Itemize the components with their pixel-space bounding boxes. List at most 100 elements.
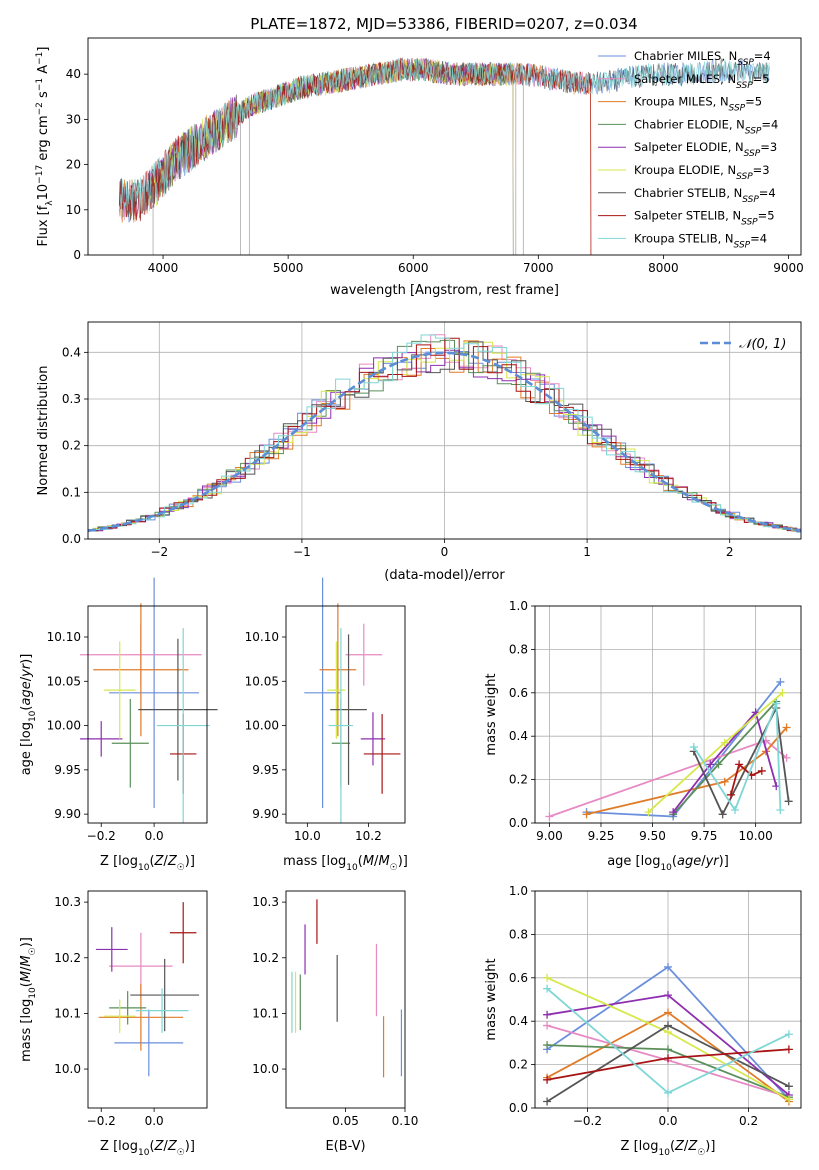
label-part: 10 bbox=[36, 184, 51, 201]
weight-line-kroupa_miles bbox=[586, 726, 788, 816]
panel-mass_vs_EBV: 0.05 0.10 10.0 10.1 10.2 10.3 E(B-V) bbox=[252, 890, 418, 1154]
weight-line-chabrier_miles bbox=[586, 681, 782, 818]
weight-marker bbox=[784, 797, 793, 806]
label-part: SSP bbox=[744, 149, 761, 159]
label-part: =5 bbox=[745, 95, 762, 109]
label-part: Z [log bbox=[621, 1139, 659, 1154]
weight-marker bbox=[757, 766, 766, 775]
figure-title: PLATE=1872, MJD=53386, FIBERID=0207, z=0… bbox=[250, 15, 637, 33]
label-part: Kroupa STELIB, N bbox=[634, 231, 734, 245]
label-part: Kroupa ELODIE, N bbox=[634, 163, 736, 177]
y-tick-label: 1.0 bbox=[509, 884, 528, 898]
label-part: erg cm bbox=[36, 115, 51, 164]
label-part: SSP bbox=[734, 240, 751, 250]
label-part: )] bbox=[185, 1139, 195, 1154]
label-part: −2 bbox=[35, 102, 45, 115]
axes-frame bbox=[87, 605, 208, 824]
weight-marker bbox=[664, 991, 672, 1000]
label-part: ( bbox=[672, 854, 677, 869]
label-part: 10 bbox=[660, 863, 672, 873]
weight-marker bbox=[689, 743, 698, 752]
panel-mass_vs_Z: −0.2 0.010.010.110.210.3Z [log10(Z/Z☉)]ma… bbox=[19, 890, 208, 1158]
panel-age_vs_mass: 10.0 10.2 9.90 9.95 10.00 10.05 10.10 mass [log… bbox=[245, 577, 408, 873]
y-tick-label: 0.0 bbox=[509, 816, 528, 830]
label-part: Z bbox=[674, 1139, 685, 1154]
axes-frame bbox=[87, 321, 802, 540]
y-tick-label: 10.00 bbox=[47, 719, 81, 733]
y-tick-label: 9.90 bbox=[252, 807, 279, 821]
y-axis-label: mass [log10(M/M☉)] bbox=[19, 937, 38, 1062]
weight-marker bbox=[776, 805, 785, 814]
label-part: =5 bbox=[753, 72, 770, 86]
panel-weights_vs_Z: −0.2 0.0 0.20.00.20.40.60.81.0Z [log10(Z/Z… bbox=[484, 884, 802, 1158]
label-part: =4 bbox=[759, 186, 776, 200]
x-tick-label: 9.75 bbox=[691, 829, 718, 843]
weight-marker bbox=[664, 1021, 672, 1030]
label-part: / bbox=[163, 1139, 168, 1154]
label-part: =5 bbox=[758, 209, 775, 223]
legend-label: Salpeter STELIB, NSSP=5 bbox=[634, 209, 775, 228]
histogram-salpeter_stelib bbox=[87, 337, 801, 532]
y-tick-label: 0.8 bbox=[509, 642, 528, 656]
y-tick-label: 10.1 bbox=[252, 1006, 279, 1020]
spectrum-line bbox=[118, 57, 592, 256]
weight-line-chabrier_stelib bbox=[692, 704, 790, 817]
label-part: 10 bbox=[658, 1148, 670, 1158]
legend-label: 𝒩(0, 1) bbox=[739, 337, 786, 352]
label-part: age [log bbox=[607, 854, 660, 869]
label-part: −1 bbox=[35, 52, 45, 65]
x-axis-label: Z [log10(Z/Z☉)] bbox=[621, 1139, 716, 1158]
label-part: mass [log bbox=[283, 854, 346, 869]
weight-marker bbox=[669, 808, 678, 817]
weight-marker bbox=[782, 753, 791, 762]
label-part: SSP bbox=[736, 81, 753, 91]
label-part: SSP bbox=[737, 58, 754, 68]
weight-marker bbox=[644, 808, 653, 817]
label-part: −17 bbox=[35, 165, 45, 184]
label-part: 10 bbox=[346, 863, 358, 873]
label-part: )] bbox=[398, 854, 408, 869]
label-part: E(B-V) bbox=[325, 1139, 365, 1154]
x-axis-label: wavelength [Angstrom, rest frame] bbox=[330, 283, 559, 298]
x-axis-label: Z [log10(Z/Z☉)] bbox=[100, 1139, 195, 1158]
histogram-kroupa_stelib bbox=[88, 334, 801, 532]
x-tick-label: 8000 bbox=[648, 261, 679, 275]
weight-line-kroupa_elodie bbox=[647, 692, 783, 813]
x-tick-label: 10.2 bbox=[355, 829, 382, 843]
label-part: 10 bbox=[28, 987, 38, 999]
weight-marker bbox=[664, 1045, 672, 1054]
label-part: Z bbox=[167, 1139, 178, 1154]
label-part: SSP bbox=[736, 172, 753, 182]
label-part: 10 bbox=[138, 1148, 150, 1158]
y-tick-label: 10.0 bbox=[252, 1062, 279, 1076]
axes-frame bbox=[87, 37, 802, 256]
label-part: SSP bbox=[745, 126, 762, 136]
weight-marker bbox=[543, 1097, 552, 1106]
y-axis-label: age [log10(age/yr)] bbox=[19, 654, 38, 776]
y-tick-label: 10.2 bbox=[54, 951, 81, 965]
weight-marker bbox=[784, 1045, 793, 1054]
label-part: =4 bbox=[754, 49, 771, 63]
weight-marker bbox=[543, 1021, 552, 1030]
label-part: age [log bbox=[19, 722, 34, 775]
panel-weights_vs_age: 9.00 9.25 9.50 9.75 10.00 0.0 0.2 0.4 0.6 0.8 1.0 a… bbox=[484, 599, 802, 873]
label-part: / bbox=[19, 676, 34, 681]
histogram-chabrier_stelib bbox=[88, 341, 801, 532]
label-part: Kroupa MILES, N bbox=[634, 95, 729, 109]
label-part: ☉ bbox=[390, 863, 398, 873]
label-part: Z [log bbox=[100, 1139, 138, 1154]
legend-label: Salpeter MILES, NSSP=5 bbox=[634, 72, 770, 91]
weight-marker bbox=[731, 805, 740, 814]
legend-label: Salpeter ELODIE, NSSP=3 bbox=[634, 140, 777, 159]
y-tick-label: 0.2 bbox=[62, 439, 81, 453]
label-part: Flux [f bbox=[36, 205, 51, 246]
label-part: yr bbox=[19, 662, 34, 678]
x-tick-label: 0.0 bbox=[145, 829, 164, 843]
label-part: −1 bbox=[35, 78, 45, 91]
weight-marker bbox=[582, 810, 591, 819]
label-part: Z bbox=[154, 1139, 165, 1154]
x-tick-label: 9.50 bbox=[639, 829, 666, 843]
label-part: / bbox=[701, 854, 706, 869]
label-part: ( bbox=[358, 854, 363, 869]
weight-marker bbox=[772, 699, 781, 708]
